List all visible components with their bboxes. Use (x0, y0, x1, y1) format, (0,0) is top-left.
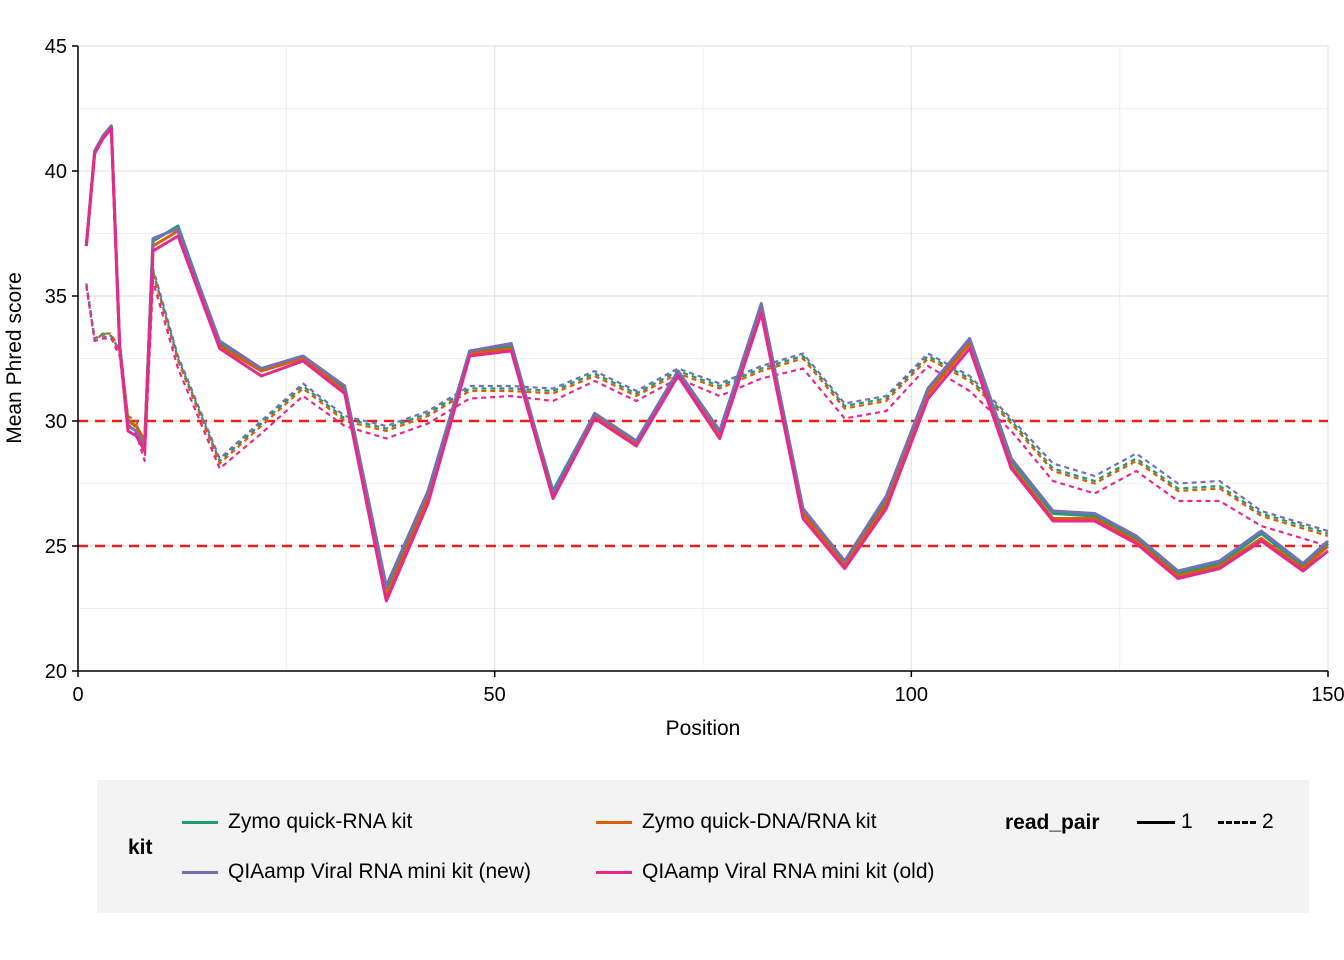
x-axis-title: Position (666, 717, 741, 740)
legend-swatch (596, 820, 632, 824)
series-line-qiaamp-viral-rna-mini-kit-old-read-1 (84, 127, 1329, 603)
legend-read-pair-title: read_pair (1005, 811, 1100, 834)
x-tick-label: 0 (72, 684, 83, 706)
y-tick-label: 40 (45, 161, 67, 183)
legend-kit-title: kit (128, 836, 153, 859)
y-tick-label: 35 (45, 286, 67, 308)
series-line-zymo-quick-rna-kit-read-2 (85, 269, 1329, 535)
series-line-zymo-quick-dna-rna-kit-read-1 (84, 124, 1330, 598)
legend-swatch (182, 870, 218, 874)
legend-label: QIAamp Viral RNA mini kit (new) (228, 860, 532, 883)
legend-label: Zymo quick-RNA kit (228, 810, 413, 833)
legend-solid-line (1137, 820, 1175, 824)
legend-item-qiaamp-new: QIAamp Viral RNA mini kit (new) (182, 860, 531, 884)
axes: 20 25 30 35 40 45 0 50 100 150 (45, 36, 1344, 706)
series-line-qiaamp-viral-rna-mini-kit-new-read-1 (84, 124, 1330, 588)
threshold-lines (78, 419, 1328, 548)
legend-swatch (596, 870, 632, 874)
legend-label: QIAamp Viral RNA mini kit (old) (642, 860, 935, 883)
grid (77, 45, 1329, 672)
y-axis-title: Mean Phred score (3, 272, 26, 444)
series-lines (84, 124, 1330, 603)
legend-item-read-pair-1: 1 (1137, 810, 1193, 834)
y-tick-label: 30 (45, 411, 67, 433)
legend: kit Zymo quick-RNA kit Zymo quick-DNA/RN… (97, 780, 1309, 913)
legend-label: 1 (1181, 810, 1193, 833)
legend-item-qiaamp-old: QIAamp Viral RNA mini kit (old) (596, 860, 935, 884)
y-tick-label: 45 (45, 36, 67, 58)
legend-item-zymo-quick-rna: Zymo quick-RNA kit (182, 810, 412, 834)
series-line-qiaamp-viral-rna-mini-kit-new-read-2 (85, 267, 1329, 533)
series-line-zymo-quick-rna-kit-read-1 (84, 124, 1330, 590)
y-tick-label: 20 (45, 661, 67, 683)
line-chart: 20 25 30 35 40 45 0 50 100 150 Position Mean Phre… (3, 36, 1344, 740)
legend-swatch (182, 820, 218, 824)
x-tick-label: 150 (1311, 684, 1344, 706)
series-line-qiaamp-viral-rna-mini-kit-old-read-2 (85, 279, 1329, 548)
x-tick-label: 100 (895, 684, 928, 706)
x-tick-label: 50 (484, 684, 506, 706)
legend-dashed-line (1218, 820, 1256, 824)
legend-label: 2 (1262, 810, 1274, 833)
legend-item-read-pair-2: 2 (1218, 810, 1274, 834)
y-tick-label: 25 (45, 536, 67, 558)
legend-item-zymo-quick-dna-rna: Zymo quick-DNA/RNA kit (596, 810, 877, 834)
series-line-zymo-quick-dna-rna-kit-read-2 (85, 272, 1329, 538)
legend-label: Zymo quick-DNA/RNA kit (642, 810, 877, 833)
